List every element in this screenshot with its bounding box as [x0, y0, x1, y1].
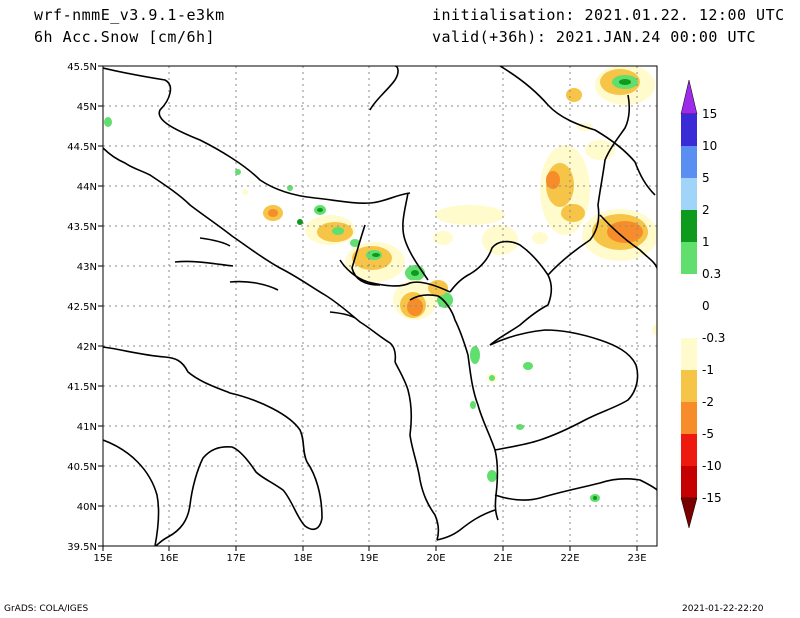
lon-label: 15E [93, 553, 112, 564]
model-name: wrf-nmmE_v3.9.1-e3km [34, 6, 225, 24]
colorbar-cell [681, 146, 697, 178]
lat-label: 43.5N [67, 222, 97, 233]
colorbar-label: 5 [702, 171, 710, 185]
lon-label: 23E [627, 553, 646, 564]
colorbar-label: 0.3 [702, 267, 721, 281]
lon-label: 16E [159, 553, 178, 564]
lat-label: 41N [77, 422, 97, 433]
snowfall-shading [104, 66, 657, 502]
colorbar-label: -2 [702, 395, 714, 409]
lat-label: 39.5N [67, 542, 97, 553]
axis-ticks [98, 65, 638, 551]
colorbar-cell [681, 466, 697, 498]
lat-label: 41.5N [67, 382, 97, 393]
colorbar-cell [681, 114, 697, 146]
lat-label: 45.5N [67, 62, 97, 73]
colorbar-label: 2 [702, 203, 710, 217]
variable-name: 6h Acc.Snow [cm/6h] [34, 28, 216, 46]
lon-label: 17E [226, 553, 245, 564]
colorbar-label: -15 [702, 491, 722, 505]
colorbar-cell [681, 370, 697, 402]
colorbar-label: 0 [702, 299, 710, 313]
colorbar-top-arrow [680, 79, 698, 115]
colorbar-cell [681, 434, 697, 466]
footer-timestamp: 2021-01-22-22:20 [682, 604, 764, 614]
colorbar-cell [681, 338, 697, 370]
colorbar-cell [681, 210, 697, 242]
colorbar-bottom-arrow [680, 497, 698, 529]
lat-label: 40N [77, 502, 97, 513]
coastlines-borders [103, 66, 657, 546]
lat-label: 42N [77, 342, 97, 353]
colorbar-label: -1 [702, 363, 714, 377]
colorbar-label: 15 [702, 107, 717, 121]
colorbar-cell [681, 402, 697, 434]
valid-time: valid(+36h): 2021.JAN.24 00:00 UTC [432, 28, 757, 46]
lat-label: 42.5N [67, 302, 97, 313]
colorbar-cell [681, 306, 697, 338]
lat-label: 45N [77, 102, 97, 113]
lon-label: 22E [560, 553, 579, 564]
colorbar-cell [681, 274, 697, 306]
lat-label: 43N [77, 262, 97, 273]
footer-credit: GrADS: COLA/IGES [4, 604, 89, 614]
map-gridlines [103, 66, 657, 546]
colorbar-cell [681, 178, 697, 210]
lon-label: 18E [293, 553, 312, 564]
latitude-labels: 45.5N 45N 44.5N 44N 43.5N 43N 42.5N 42N … [67, 62, 97, 553]
lon-label: 19E [359, 553, 378, 564]
lat-label: 40.5N [67, 462, 97, 473]
lon-label: 21E [493, 553, 512, 564]
lat-label: 44.5N [67, 142, 97, 153]
lat-label: 44N [77, 182, 97, 193]
colorbar-label: -5 [702, 427, 714, 441]
longitude-labels: 15E 16E 17E 18E 19E 20E 21E 22E 23E [93, 553, 646, 564]
init-time: initialisation: 2021.01.22. 12:00 UTC [432, 6, 785, 24]
colorbar-label: -0.3 [702, 331, 725, 345]
colorbar-label: 1 [702, 235, 710, 249]
colorbar: 15 10 5 2 1 0.3 0 -0.3 -1 -2 -5 -10 -15 [680, 79, 725, 529]
colorbar-cell [681, 242, 697, 274]
colorbar-label: -10 [702, 459, 722, 473]
lon-label: 20E [426, 553, 445, 564]
colorbar-label: 10 [702, 139, 717, 153]
